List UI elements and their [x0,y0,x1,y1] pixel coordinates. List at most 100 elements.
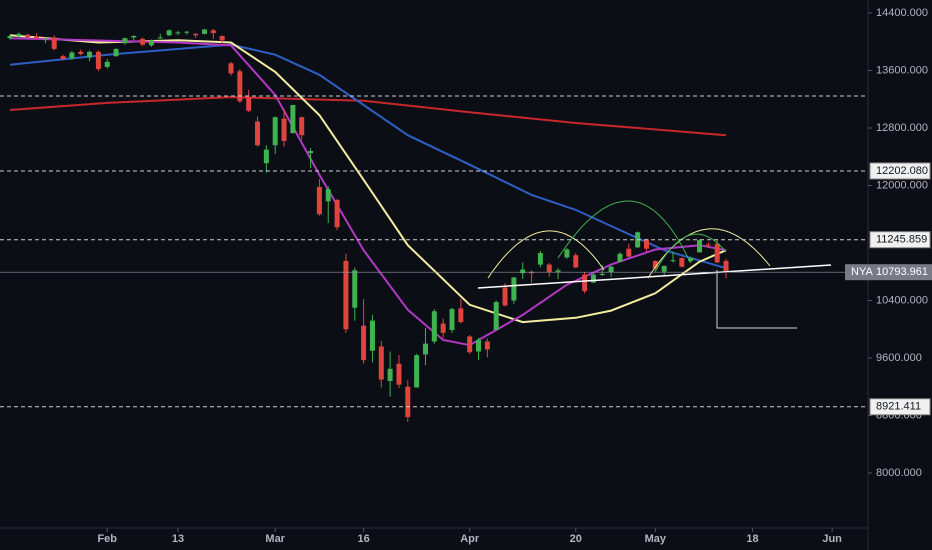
x-tick-label: May [645,533,667,545]
candle-body [272,117,278,146]
candle-body [396,363,402,385]
candle-body [237,71,243,102]
candle-body [255,121,261,146]
plot-area [7,28,729,422]
candle-body [449,309,455,330]
candle-body [334,199,340,228]
candle-body [104,61,110,67]
candle-body [414,355,420,388]
candle-body [157,37,163,39]
y-tick-label: 10400.000 [876,294,928,306]
x-tick-label: 20 [570,533,582,545]
candle-body [458,308,464,323]
candle-body [643,239,649,249]
candle-body [679,258,685,267]
y-tick-label: 13600.000 [876,64,928,76]
level-label: 11245.859 [876,234,927,246]
moving-average [9,34,727,324]
candle-body [661,266,667,272]
candle-body [467,336,473,353]
x-tick-label: Apr [460,533,480,545]
y-tick-label: 12800.000 [876,122,928,134]
head-arc [654,233,727,273]
candle-body [299,117,305,136]
candle-body [210,30,216,34]
candle-body [670,260,676,262]
candle-body [608,266,614,273]
candle-body [431,311,437,342]
candle-body [290,105,296,134]
candle-body [113,48,119,57]
candle-body [246,97,252,111]
moving-average [9,96,727,137]
candle-body [25,34,31,38]
candle-body [705,244,711,246]
x-tick-label: 13 [172,533,184,545]
candle-body [69,52,75,59]
symbol-label: NYA [851,266,873,278]
x-tick-label: Mar [265,533,285,545]
candle-body [405,386,411,418]
candle-body [263,149,269,164]
candle-body [175,32,181,34]
candle-body [422,343,428,355]
projection-bracket [716,270,797,329]
candle-body [140,38,146,45]
x-tick-label: 18 [746,533,758,545]
shoulder-arc [487,230,605,279]
y-tick-label: 8000.000 [876,467,922,479]
candle-body [688,258,694,261]
candle-body [546,264,552,273]
y-tick-label: 9600.000 [876,352,922,364]
candle-body [184,31,190,33]
candle-body [617,253,623,262]
candle-body [95,51,101,70]
candle-body [387,368,393,382]
candle-body [520,269,526,274]
y-tick-label: 12000.000 [876,179,928,191]
candle-body [590,274,596,283]
candle-body [573,255,579,268]
y-tick-label: 14400.000 [876,7,928,19]
candle-body [51,37,57,49]
candle-body [201,29,207,34]
level-label-box [869,162,931,180]
drawings [477,200,832,329]
candle-body [316,186,322,215]
candle-body [228,63,234,74]
candle-body [555,270,561,272]
candle-body [281,118,287,141]
candle-body [502,287,508,306]
candle-body [16,33,22,37]
candle-body [493,301,499,330]
shoulder-arc [647,228,771,279]
candle-body [325,189,331,202]
candle-body [599,273,605,275]
candle-body [34,36,40,39]
candle-body [484,341,490,350]
last-price-label: 10793.961 [876,266,928,278]
candle-body [652,260,658,269]
candle-body [369,320,375,351]
candle-body [361,325,367,361]
level-label-box [869,398,931,416]
candle-body [193,33,199,36]
candle-body [352,270,358,308]
candle-body [378,346,384,380]
candle-body [697,240,703,253]
candle-body [626,248,632,257]
candle-body [582,274,588,292]
trend-line [477,264,832,289]
candle-body [723,260,729,273]
x-tick-label: Feb [97,533,117,545]
candle-body [42,38,48,40]
candle-body [476,340,482,352]
candle-body [131,36,137,38]
candle-body [343,260,349,330]
candle-body [78,51,84,54]
candle-body [537,253,543,265]
candle-body [219,36,225,41]
level-label: 8921.411 [876,401,921,413]
